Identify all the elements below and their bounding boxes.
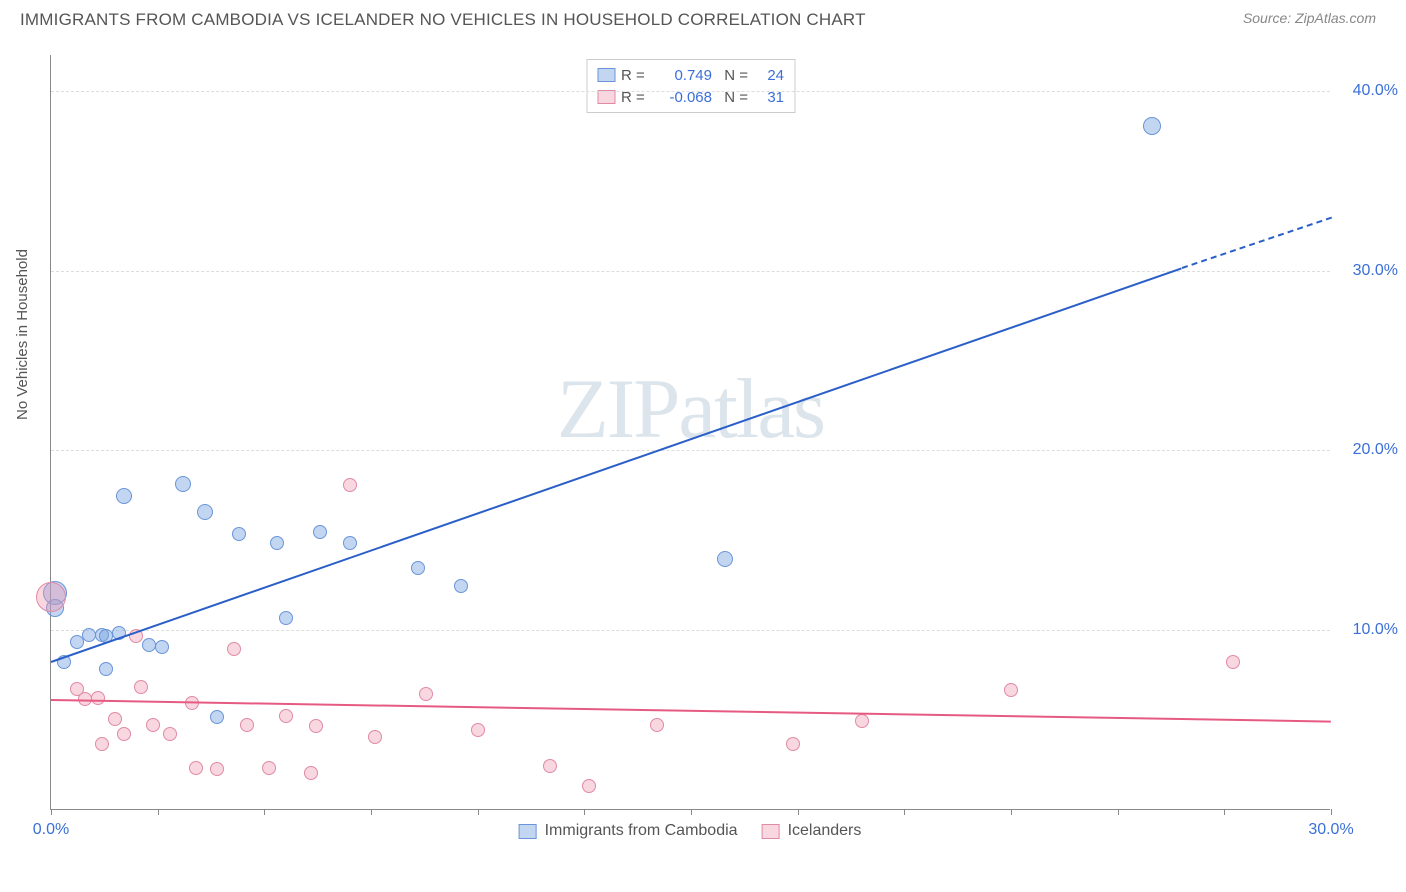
legend-item: Icelanders xyxy=(762,822,862,840)
data-point xyxy=(95,737,109,751)
data-point xyxy=(309,719,323,733)
data-point xyxy=(116,488,132,504)
trend-line xyxy=(51,267,1182,663)
gridline-h xyxy=(51,91,1330,92)
data-point xyxy=(146,718,160,732)
x-tick xyxy=(371,809,372,815)
data-point xyxy=(210,710,224,724)
y-axis-label: No Vehicles in Household xyxy=(14,249,31,420)
plot-region: ZIPatlas R =0.749N =24R =-0.068N =31 10.… xyxy=(50,55,1330,810)
x-tick xyxy=(264,809,265,815)
trend-line xyxy=(1181,217,1331,269)
data-point xyxy=(197,504,213,520)
x-tick xyxy=(584,809,585,815)
data-point xyxy=(1004,683,1018,697)
chart-title: IMMIGRANTS FROM CAMBODIA VS ICELANDER NO… xyxy=(20,10,866,30)
data-point xyxy=(189,761,203,775)
legend-series: Immigrants from Cambodia Icelanders xyxy=(519,822,862,840)
gridline-h xyxy=(51,271,1330,272)
x-tick xyxy=(691,809,692,815)
x-tick xyxy=(158,809,159,815)
watermark: ZIPatlas xyxy=(557,360,824,458)
data-point xyxy=(91,691,105,705)
legend-label: Icelanders xyxy=(788,822,862,840)
gridline-h xyxy=(51,630,1330,631)
data-point xyxy=(582,779,596,793)
x-tick xyxy=(1224,809,1225,815)
x-tick xyxy=(1011,809,1012,815)
data-point xyxy=(210,762,224,776)
legend-r-label: R = xyxy=(621,67,651,84)
data-point xyxy=(343,478,357,492)
data-point xyxy=(304,766,318,780)
x-tick-label: 30.0% xyxy=(1308,821,1353,839)
data-point xyxy=(279,611,293,625)
y-tick-label: 40.0% xyxy=(1353,82,1398,100)
data-point xyxy=(343,536,357,550)
legend-item: Immigrants from Cambodia xyxy=(519,822,738,840)
data-point xyxy=(232,527,246,541)
data-point xyxy=(650,718,664,732)
data-point xyxy=(279,709,293,723)
legend-swatch xyxy=(597,68,615,82)
data-point xyxy=(227,642,241,656)
data-point xyxy=(717,551,733,567)
legend-swatch xyxy=(597,90,615,104)
y-tick-label: 20.0% xyxy=(1353,441,1398,459)
data-point xyxy=(411,561,425,575)
data-point xyxy=(471,723,485,737)
legend-correlation: R = 0.749 N = 24 R =-0.068N =31 xyxy=(586,59,795,113)
legend-swatch xyxy=(762,824,780,839)
data-point xyxy=(1143,117,1161,135)
data-point xyxy=(99,662,113,676)
x-tick xyxy=(1118,809,1119,815)
legend-row: R =-0.068N =31 xyxy=(597,86,784,108)
data-point xyxy=(134,680,148,694)
legend-n-value: 24 xyxy=(754,67,784,84)
legend-r-value: 0.749 xyxy=(657,67,712,84)
data-point xyxy=(262,761,276,775)
data-point xyxy=(454,579,468,593)
chart-area: ZIPatlas R =0.749N =24R =-0.068N =31 10.… xyxy=(50,55,1330,810)
source-label: Source: ZipAtlas.com xyxy=(1243,10,1376,26)
data-point xyxy=(1226,655,1240,669)
data-point xyxy=(313,525,327,539)
data-point xyxy=(270,536,284,550)
data-point xyxy=(117,727,131,741)
data-point xyxy=(368,730,382,744)
x-tick xyxy=(798,809,799,815)
data-point xyxy=(419,687,433,701)
x-tick xyxy=(51,809,52,815)
legend-row: R = 0.749 N = 24 xyxy=(597,64,784,86)
data-point xyxy=(108,712,122,726)
gridline-h xyxy=(51,450,1330,451)
x-tick xyxy=(1331,809,1332,815)
legend-label: Immigrants from Cambodia xyxy=(545,822,738,840)
data-point xyxy=(70,635,84,649)
x-tick xyxy=(904,809,905,815)
data-point xyxy=(155,640,169,654)
y-tick-label: 10.0% xyxy=(1353,621,1398,639)
x-tick xyxy=(478,809,479,815)
data-point xyxy=(240,718,254,732)
data-point xyxy=(163,727,177,741)
legend-n-label: N = xyxy=(718,67,748,84)
data-point xyxy=(786,737,800,751)
data-point xyxy=(36,582,66,612)
data-point xyxy=(175,476,191,492)
y-tick-label: 30.0% xyxy=(1353,262,1398,280)
x-tick-label: 0.0% xyxy=(33,821,69,839)
legend-swatch xyxy=(519,824,537,839)
data-point xyxy=(543,759,557,773)
data-point xyxy=(855,714,869,728)
